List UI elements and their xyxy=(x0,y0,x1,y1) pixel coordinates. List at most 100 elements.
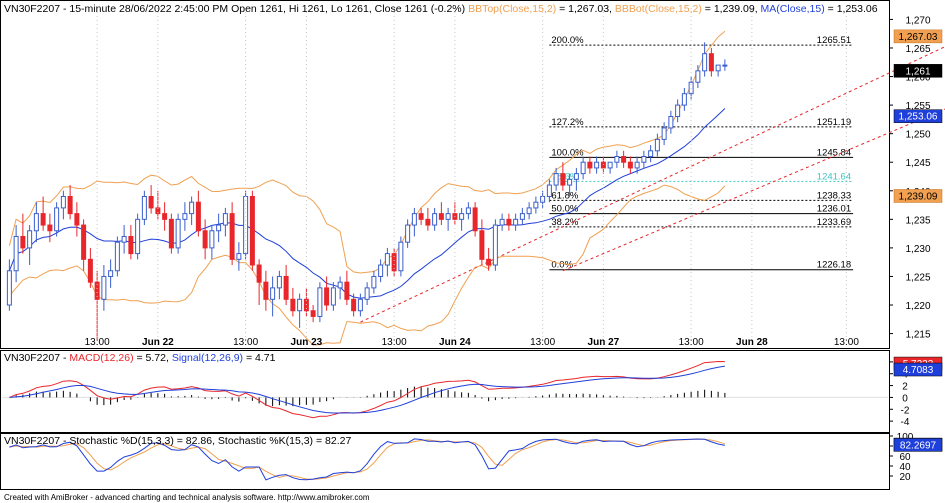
candle-body xyxy=(33,213,39,232)
candle-body xyxy=(567,178,573,186)
macd-y-tick-label: 0 xyxy=(902,393,908,404)
fib-value: 1226.18 xyxy=(817,260,851,271)
price-header: VN30F2207 - 15-minute 28/06/2022 2:45:00… xyxy=(4,3,878,15)
stochastic-plot xyxy=(9,438,726,481)
x-tick-label: Jun 22 xyxy=(142,337,174,348)
candle-body xyxy=(141,195,147,220)
candle-body xyxy=(324,287,330,306)
candle-body xyxy=(445,213,451,220)
candle-body xyxy=(243,195,249,255)
candle-body xyxy=(546,184,552,197)
value-badge xyxy=(893,109,943,123)
candle-body xyxy=(708,53,714,72)
x-tick-label: Jun 24 xyxy=(439,337,471,348)
stoch-panel-frame xyxy=(0,433,890,490)
stoch-header: VN30F2207 - Stochastic %D(15,3,3) = 82.8… xyxy=(4,435,351,447)
bbtop-value: = 1,267.03, xyxy=(556,3,615,15)
y-tick-label: 1,260 xyxy=(905,73,930,84)
macd-symbol: VN30F2207 xyxy=(4,352,60,364)
candle-body xyxy=(627,161,633,169)
bbbot-value: = 1,239.09, xyxy=(702,3,761,15)
stoch-y-tick-label: 100 xyxy=(897,432,914,443)
bbbot-legend: BBBot(Close,15,2) xyxy=(615,3,702,15)
candle-body xyxy=(195,201,201,232)
candle-body xyxy=(121,235,127,243)
value-badge xyxy=(893,362,943,377)
candle-body xyxy=(668,116,674,129)
fib-value: 1241.64 xyxy=(817,171,851,182)
candle-body xyxy=(587,161,593,169)
ma-value: = 1,253.06 xyxy=(825,3,878,15)
candle-body xyxy=(553,173,559,186)
candle-body xyxy=(465,207,471,215)
candle-body xyxy=(54,207,60,232)
stoch-y-tick-label: 20 xyxy=(899,472,911,483)
candle-body xyxy=(398,241,404,272)
candle-body xyxy=(74,213,80,226)
fib-label: 127.2% xyxy=(551,117,584,128)
macd-sep: - xyxy=(60,352,69,364)
candle-body xyxy=(101,275,107,300)
candle-body xyxy=(648,150,654,158)
stoch-d-line xyxy=(9,438,726,480)
candle-body xyxy=(479,230,485,260)
candle-body xyxy=(222,213,228,226)
candle-body xyxy=(432,213,438,226)
candle-body xyxy=(384,253,390,266)
trend-channel-lower xyxy=(562,108,945,272)
bbtop-legend: BBTop(Close,15,2) xyxy=(468,3,556,15)
candle-body xyxy=(108,270,114,277)
macd-plot xyxy=(2,360,888,419)
candle-body xyxy=(519,213,525,220)
candle-body xyxy=(580,161,586,175)
fib-value: 1251.19 xyxy=(817,117,851,128)
value-badges: 1,267.031,2611,253.061,239.095.72234.708… xyxy=(893,29,943,452)
candle-body xyxy=(94,281,100,300)
candle-body xyxy=(661,127,667,140)
candle-body xyxy=(695,70,701,83)
candle-body xyxy=(364,287,370,300)
fib-value: 1265.51 xyxy=(817,35,851,46)
candle-body xyxy=(607,161,613,169)
y-tick-label: 1,270 xyxy=(905,15,930,26)
candle-body xyxy=(256,264,262,283)
candle-body xyxy=(263,281,269,300)
y-tick-label: 1,220 xyxy=(905,301,930,312)
value-badge xyxy=(893,29,943,44)
y-tick-label: 1,245 xyxy=(905,158,930,169)
candle-body xyxy=(681,93,687,106)
value-badge-label: 82.2697 xyxy=(900,440,937,451)
candle-body xyxy=(27,230,33,249)
candle-body xyxy=(371,275,377,289)
candle-body xyxy=(702,53,708,72)
candle-body xyxy=(472,207,478,232)
candle-body xyxy=(60,195,66,209)
bbbot-line xyxy=(9,184,726,346)
x-tick-label: 13:00 xyxy=(85,337,110,348)
x-tick-label: Jun 27 xyxy=(588,337,620,348)
candle-body xyxy=(654,138,660,152)
value-badge-label: 1,267.03 xyxy=(899,32,938,43)
candle-body xyxy=(526,207,532,215)
candle-body xyxy=(499,218,505,226)
candle-body xyxy=(128,235,134,255)
stoch-y-tick-label: 40 xyxy=(899,462,911,473)
candle-body xyxy=(249,195,255,266)
fib-label: 38.2% xyxy=(551,217,578,228)
candle-body xyxy=(276,275,282,289)
macd-line xyxy=(9,360,725,419)
price-info: - 15-minute 28/06/2022 2:45:00 PM Open 1… xyxy=(60,3,468,15)
signal-line xyxy=(9,365,725,414)
value-badge xyxy=(893,64,943,78)
candle-body xyxy=(270,287,276,300)
candle-body xyxy=(614,156,620,163)
value-badge-label: 1,239.09 xyxy=(899,191,938,202)
x-tick-label: Jun 23 xyxy=(291,337,323,348)
candle-body xyxy=(303,298,309,312)
x-tick-label: 13:00 xyxy=(530,337,555,348)
candle-body xyxy=(20,235,26,249)
candle-body xyxy=(87,258,93,283)
candle-body xyxy=(209,230,215,249)
y-tick-label: 1,225 xyxy=(905,272,930,283)
fib-value: 1238.33 xyxy=(817,190,851,201)
